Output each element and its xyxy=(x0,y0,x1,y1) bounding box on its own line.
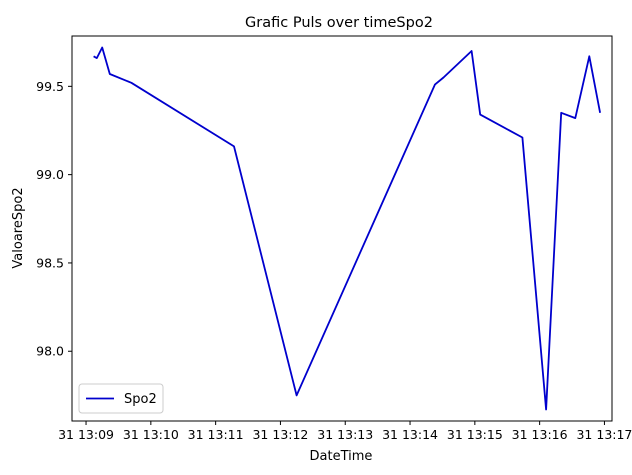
x-tick-label: 31 13:12 xyxy=(252,427,308,442)
series-layer xyxy=(93,46,601,411)
plot-area xyxy=(71,35,613,422)
x-tick-label: 31 13:15 xyxy=(447,427,503,442)
y-tick-label: 98.0 xyxy=(36,344,64,359)
x-tick-label: 31 13:10 xyxy=(123,427,179,442)
x-tick-label: 31 13:13 xyxy=(317,427,373,442)
x-axis-ticks: 31 13:09 31 13:10 31 13:11 31 13:12 31 13:13… xyxy=(58,421,632,442)
x-tick-label: 31 13:09 xyxy=(58,427,114,442)
axes xyxy=(71,35,613,422)
x-axis-label: DateTime xyxy=(310,449,373,464)
legend: Spo2 xyxy=(78,383,164,414)
y-axis-label: ValoareSpo2 xyxy=(11,187,26,268)
legend-box xyxy=(78,383,164,414)
x-tick-label: 31 13:11 xyxy=(188,427,244,442)
y-axis-ticks: 98.0 98.5 99.0 99.5 xyxy=(36,79,72,359)
legend-label-spo2: Spo2 xyxy=(124,392,157,407)
x-tick-label: 31 13:16 xyxy=(512,427,568,442)
y-tick-label: 99.5 xyxy=(36,79,64,94)
chart-title: Grafic Puls over timeSpo2 xyxy=(245,15,433,31)
y-tick-label: 99.0 xyxy=(36,167,64,182)
y-tick-label: 98.5 xyxy=(36,255,64,270)
x-tick-label: 31 13:17 xyxy=(576,427,632,442)
x-tick-label: 31 13:14 xyxy=(382,427,438,442)
series-line-spo2 xyxy=(93,46,601,411)
